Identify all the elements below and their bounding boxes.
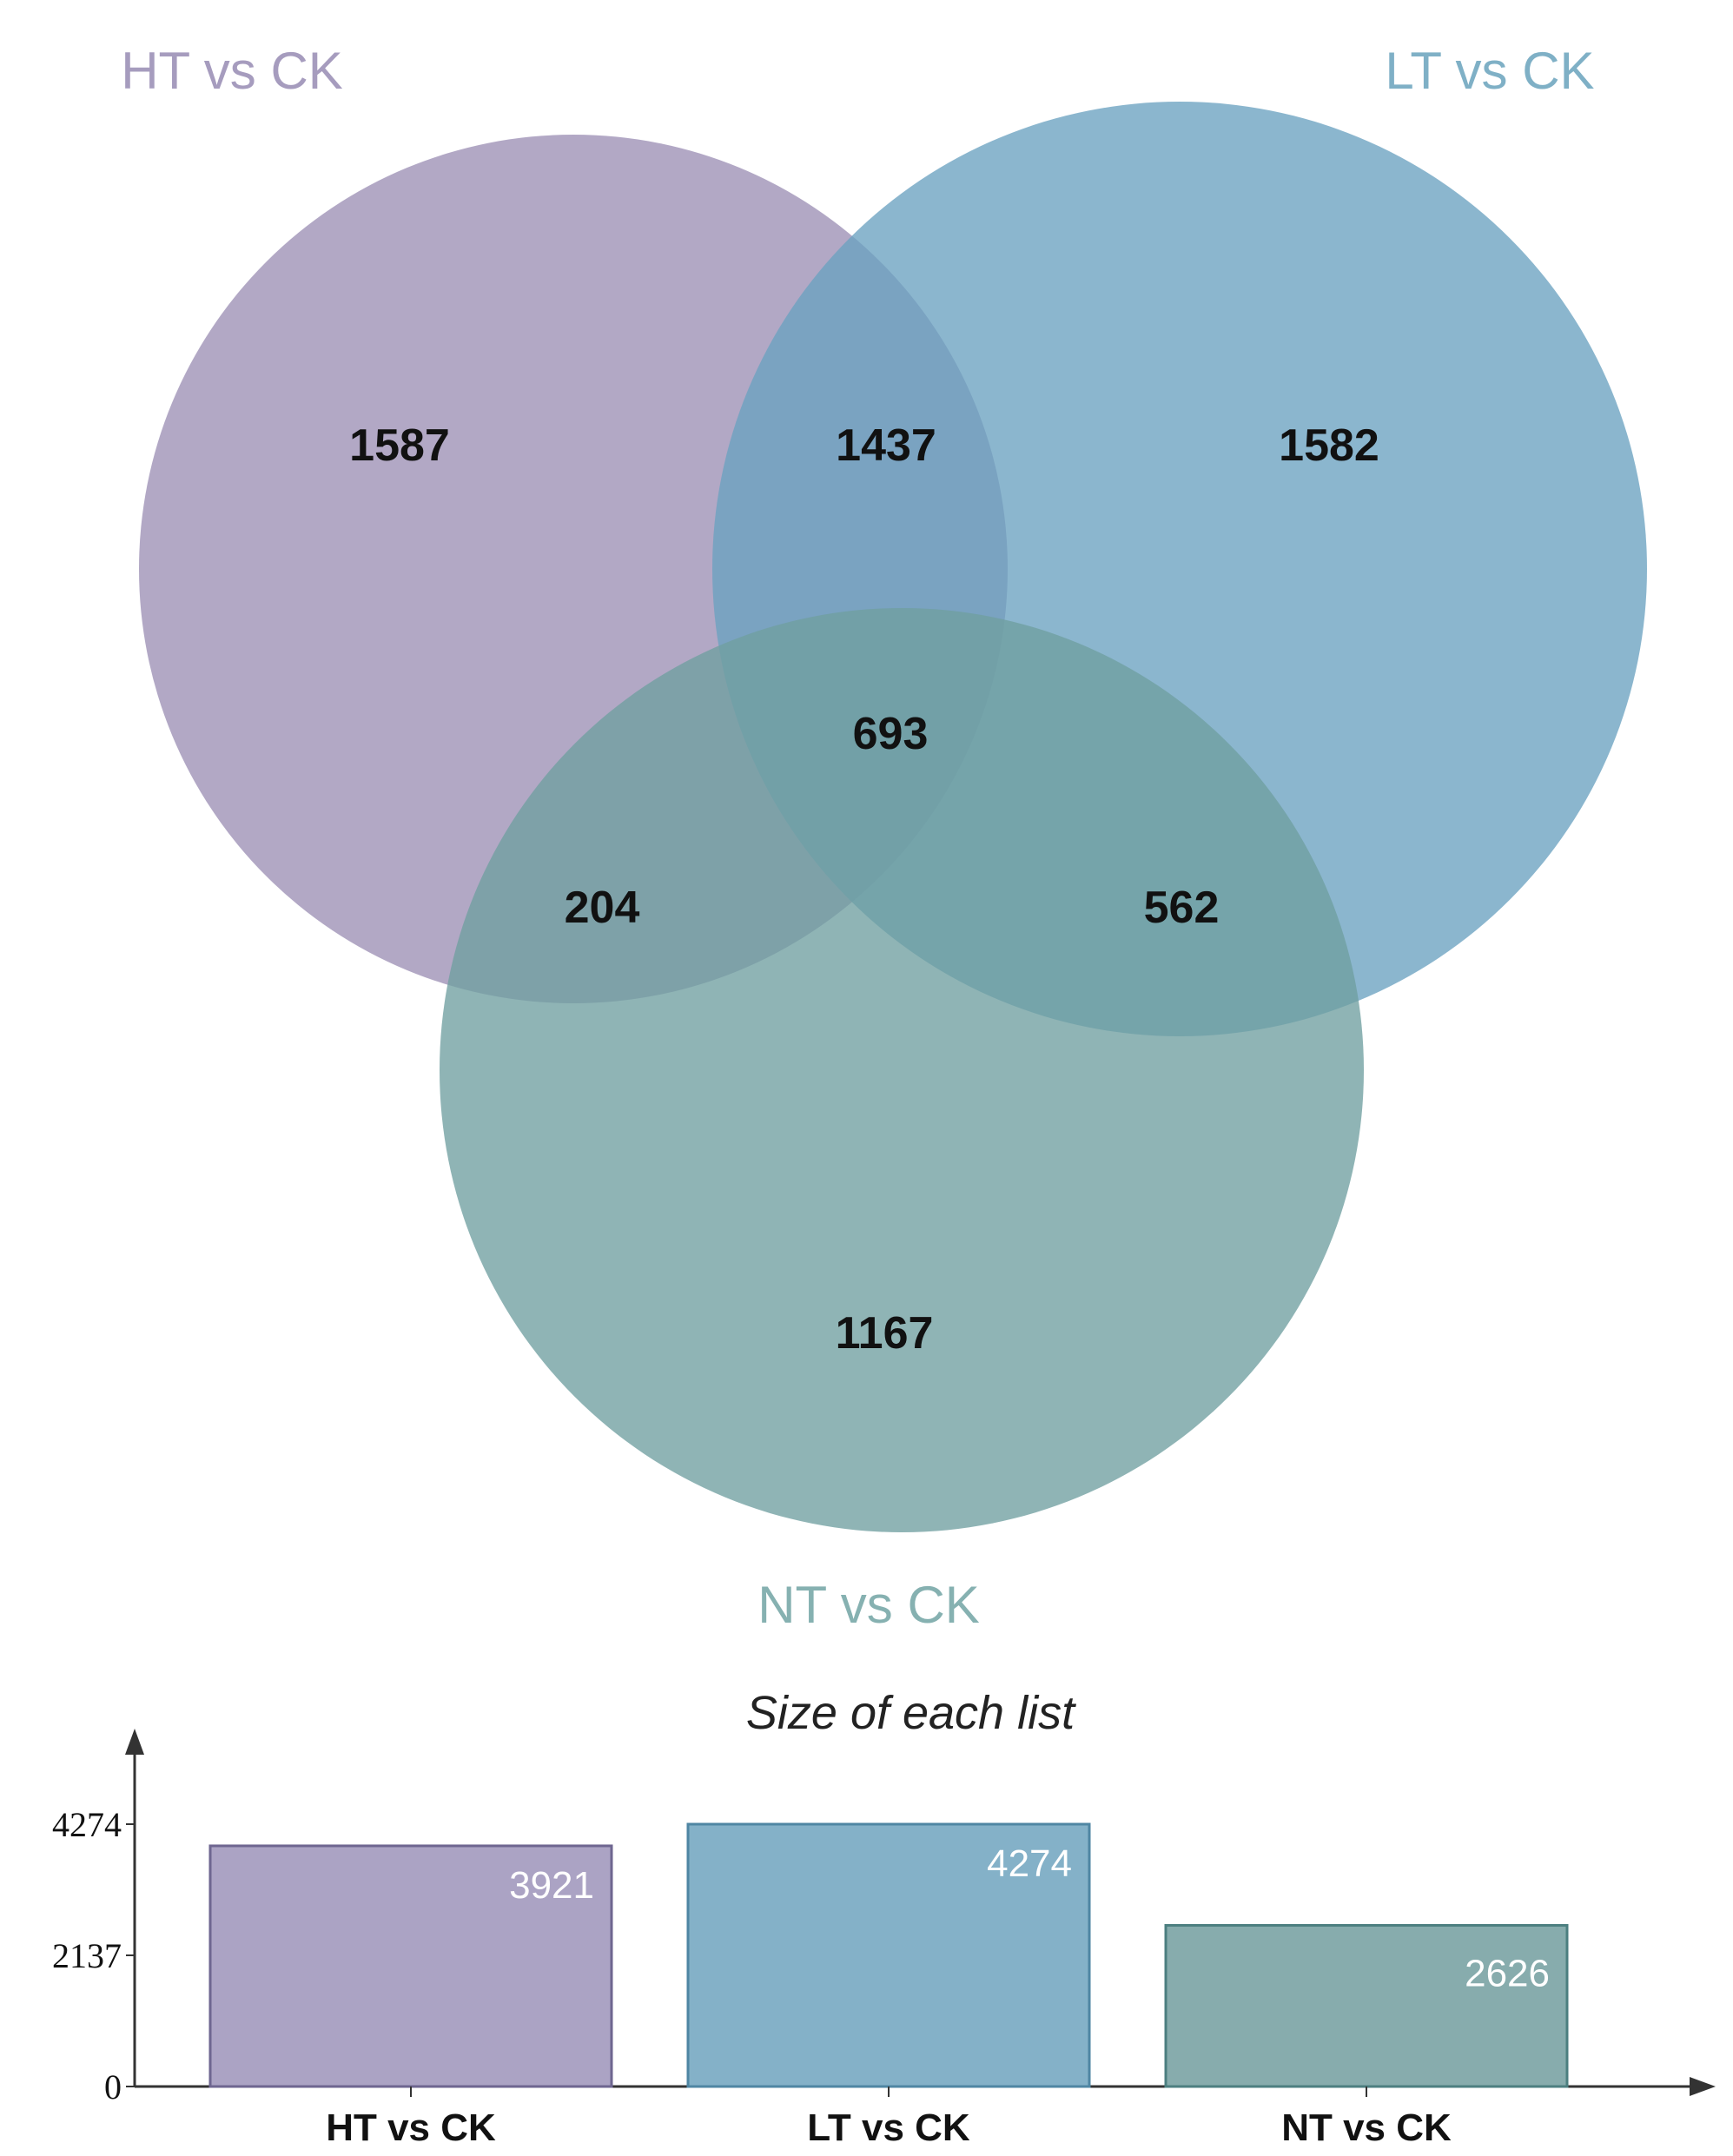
venn-circle-nt-vs-ck	[440, 608, 1364, 1532]
list-size-bar-chart: Size of each list 0 2137 4274 3921 HT vs CK…	[52, 1687, 1716, 2149]
venn-region-lt-nt: 562	[1144, 883, 1220, 933]
x-axis-arrow	[1690, 2077, 1716, 2096]
venn-set-label-lt: LT vs CK	[1385, 42, 1594, 100]
bar-chart-title: Size of each list	[746, 1687, 1076, 1739]
x-category-label: HT vs CK	[326, 2106, 496, 2149]
venn-region-lt-only: 1582	[1279, 420, 1379, 471]
bar-value-label: 4274	[987, 1842, 1072, 1885]
y-tick-label: 4274	[52, 1805, 122, 1844]
x-category-label: LT vs CK	[807, 2106, 970, 2149]
y-tick-label: 0	[104, 2067, 122, 2106]
bar-ht-vs-ck	[208, 1844, 613, 2088]
bar-nt-vs-ck	[1164, 1923, 1569, 2088]
venn-set-label-nt: NT vs CK	[757, 1576, 980, 1634]
y-tick-label: 2137	[52, 1936, 122, 1975]
venn-region-ht-nt: 204	[565, 883, 640, 933]
bar-value-label: 2626	[1465, 1952, 1550, 1994]
bar-value-label: 3921	[509, 1864, 594, 1907]
bar-marks: 3921 HT vs CK 4274 LT vs CK 2626 NT vs CK	[208, 1822, 1569, 2149]
y-ticks: 0 2137 4274	[52, 1805, 135, 2106]
y-axis-arrow	[125, 1729, 144, 1755]
venn-set-label-ht: HT vs CK	[121, 42, 343, 100]
venn-region-ht-lt: 1437	[836, 420, 936, 471]
x-category-label: NT vs CK	[1281, 2106, 1452, 2149]
venn-region-ht-only: 1587	[349, 420, 450, 471]
bar-lt-vs-ck	[686, 1822, 1091, 2088]
venn-diagram: HT vs CK LT vs CK NT vs CK 1587 1437 158…	[121, 42, 1647, 1634]
venn-region-all-three: 693	[853, 709, 929, 759]
venn-region-nt-only: 1167	[836, 1308, 934, 1359]
